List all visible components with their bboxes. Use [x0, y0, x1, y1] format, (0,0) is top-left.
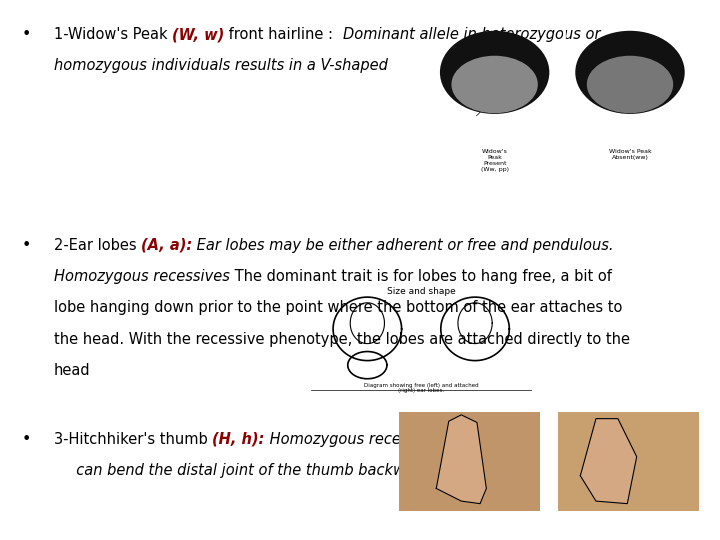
Text: •: • — [22, 432, 31, 447]
Bar — [399, 413, 539, 511]
Ellipse shape — [451, 56, 538, 113]
Text: head: head — [54, 363, 91, 378]
Text: The dominant trait is for lobes to hang free, a bit of: The dominant trait is for lobes to hang … — [230, 269, 612, 284]
Text: •: • — [22, 27, 31, 42]
Ellipse shape — [575, 31, 685, 114]
Ellipse shape — [587, 56, 673, 113]
FancyArrowPatch shape — [477, 100, 492, 116]
Text: Size and shape: Size and shape — [387, 287, 456, 296]
Text: Homozygous recessives: Homozygous recessives — [265, 432, 445, 447]
Text: 2-Ear lobes: 2-Ear lobes — [54, 238, 141, 253]
Bar — [559, 413, 699, 511]
Text: (H, h):: (H, h): — [212, 432, 265, 447]
Text: front hairline :: front hairline : — [225, 27, 343, 42]
Text: 3-Hitchhiker's thumb: 3-Hitchhiker's thumb — [54, 432, 212, 447]
Text: Dominant allele in heterozygous or: Dominant allele in heterozygous or — [343, 27, 600, 42]
Polygon shape — [580, 418, 636, 504]
Text: lobe hanging down prior to the point where the bottom of the ear attaches to: lobe hanging down prior to the point whe… — [54, 300, 622, 315]
Text: can bend the distal joint of the thumb backward to a nearly: can bend the distal joint of the thumb b… — [67, 463, 513, 478]
Text: Regular thumb: Regular thumb — [444, 516, 495, 522]
Text: Widow's
Peak
Present
(Ww, pp): Widow's Peak Present (Ww, pp) — [481, 150, 508, 172]
Ellipse shape — [440, 31, 549, 114]
Text: Homozygous recessives: Homozygous recessives — [54, 269, 230, 284]
Text: (A, a):: (A, a): — [141, 238, 192, 253]
Text: Diagram showing free (left) and attached
(right) ear lobes.: Diagram showing free (left) and attached… — [364, 383, 479, 394]
Text: the head. With the recessive phenotype, the lobes are attached directly to the: the head. With the recessive phenotype, … — [54, 332, 630, 347]
Text: (W, w): (W, w) — [172, 27, 225, 42]
Text: 1-Widow's Peak: 1-Widow's Peak — [54, 27, 172, 42]
Text: Widow's Peak
Absent(ww): Widow's Peak Absent(ww) — [608, 150, 652, 160]
Polygon shape — [436, 415, 487, 504]
Text: Ear lobes may be either adherent or free and pendulous.: Ear lobes may be either adherent or free… — [192, 238, 614, 253]
Text: Hitchhiker's thumb: Hitchhiker's thumb — [595, 516, 662, 522]
Text: •: • — [22, 238, 31, 253]
Text: homozygous individuals results in a V-shaped: homozygous individuals results in a V-sh… — [54, 58, 388, 73]
